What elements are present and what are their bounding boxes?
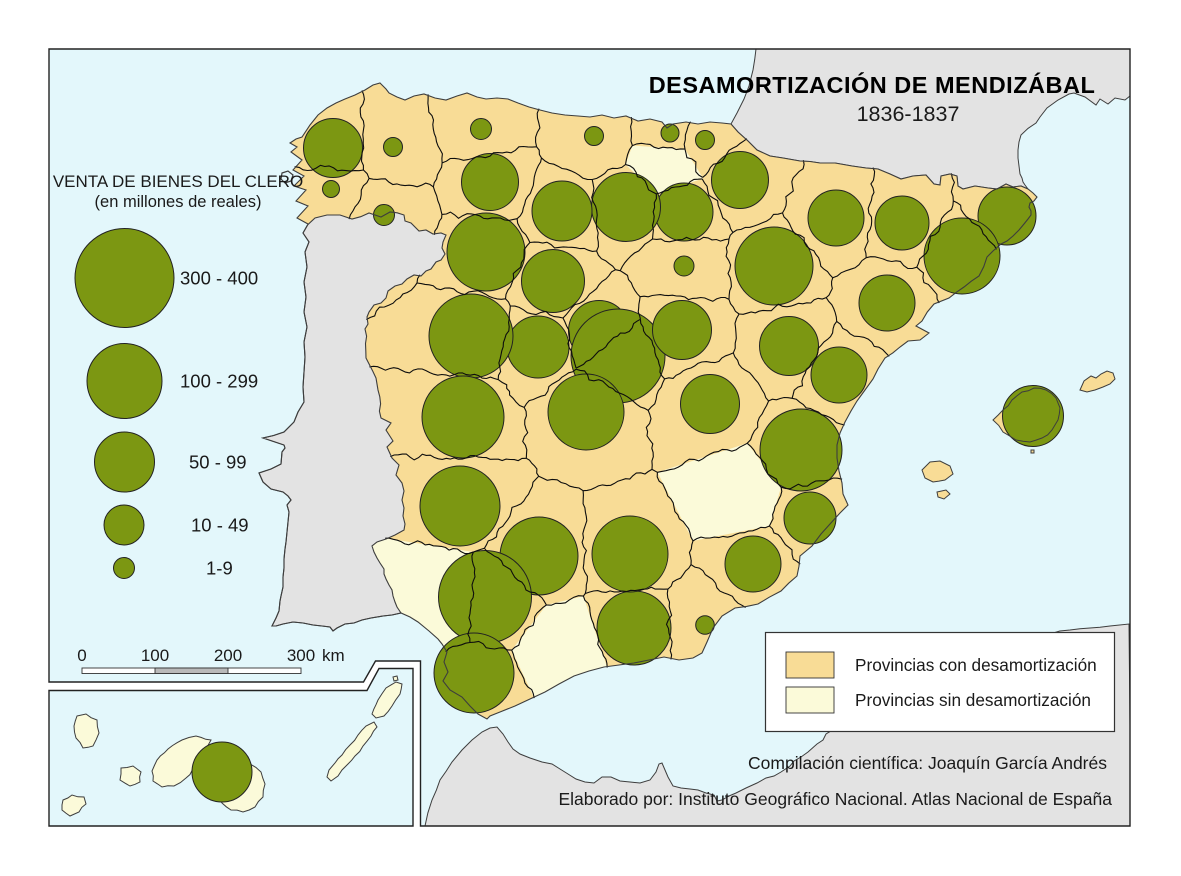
svg-text:300 - 400: 300 - 400 [180,268,258,289]
svg-text:0: 0 [77,646,86,665]
svg-text:200: 200 [214,646,242,665]
svg-text:Compilación científica: Joaquí: Compilación científica: Joaquín García A… [748,753,1107,773]
svg-text:300: 300 [287,646,315,665]
svg-text:km: km [322,646,345,665]
svg-text:DESAMORTIZACIÓN DE MENDIZÁBAL: DESAMORTIZACIÓN DE MENDIZÁBAL [649,71,1096,98]
svg-text:Elaborado por: Instituto Geogr: Elaborado por: Instituto Geográfico Naci… [558,789,1112,809]
svg-text:50 - 99: 50 - 99 [189,452,247,473]
svg-text:1-9: 1-9 [206,558,233,579]
svg-text:Provincias con desamortización: Provincias con desamortización [855,655,1097,675]
svg-text:100: 100 [141,646,169,665]
svg-text:VENTA DE BIENES DEL CLERO: VENTA DE BIENES DEL CLERO [53,172,303,191]
svg-text:(en millones de reales): (en millones de reales) [95,193,262,211]
svg-text:100 - 299: 100 - 299 [180,371,258,392]
svg-text:10 - 49: 10 - 49 [191,515,249,536]
svg-text:Provincias sin desamortización: Provincias sin desamortización [855,690,1091,710]
svg-text:1836-1837: 1836-1837 [857,102,960,126]
